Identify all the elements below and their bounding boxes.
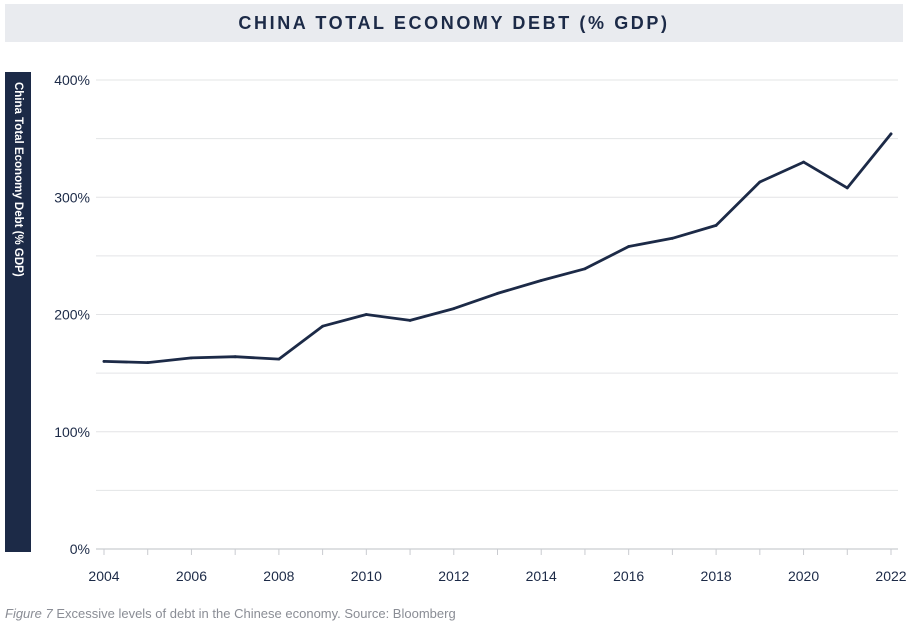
- y-tick-label: 100%: [54, 424, 90, 440]
- x-tick-label: 2004: [88, 568, 119, 584]
- data-point: [277, 357, 281, 361]
- data-point: [845, 186, 849, 190]
- x-tick-label: 2006: [176, 568, 207, 584]
- y-tick-label: 400%: [54, 72, 90, 88]
- data-point: [758, 180, 762, 184]
- x-tick-label: 2014: [526, 568, 557, 584]
- x-tick-label: 2012: [438, 568, 469, 584]
- data-point: [802, 160, 805, 164]
- x-tick-label: 2016: [613, 568, 644, 584]
- data-point: [583, 267, 587, 271]
- x-tick-label: 2018: [701, 568, 732, 584]
- x-tick-label: 2010: [351, 568, 382, 584]
- data-point: [408, 318, 412, 322]
- chart-title: CHINA TOTAL ECONOMY DEBT (% GDP): [238, 12, 670, 33]
- data-point: [539, 279, 543, 282]
- data-point: [364, 313, 368, 316]
- data-point: [627, 245, 631, 248]
- x-tick-label: 2008: [263, 568, 294, 584]
- data-point: [670, 236, 674, 240]
- y-tick-label: 200%: [54, 307, 90, 323]
- data-point: [321, 324, 325, 328]
- y-tick-label: 0%: [70, 541, 90, 557]
- data-point: [889, 132, 893, 136]
- figure-label: Figure 7: [5, 606, 53, 621]
- x-tick-label: 2022: [875, 568, 906, 584]
- data-point: [190, 356, 193, 360]
- figure-caption: Figure 7 Excessive levels of debt in the…: [5, 606, 456, 621]
- caption-text: Excessive levels of debt in the Chinese …: [52, 606, 456, 621]
- line-chart: 0% 100% 200% 300% 400% 2004 2006 2008 2010 2012 20…: [54, 72, 907, 584]
- series-line: [102, 132, 893, 365]
- chart-title-bar: CHINA TOTAL ECONOMY DEBT (% GDP): [5, 4, 903, 42]
- y-tick-label: 300%: [54, 189, 90, 205]
- y-axis-label-box: [5, 72, 31, 552]
- data-point: [452, 307, 456, 311]
- data-point: [146, 361, 150, 364]
- data-point: [496, 291, 499, 295]
- data-point: [102, 360, 106, 363]
- data-point: [233, 355, 237, 359]
- data-point: [714, 223, 718, 227]
- x-tick-label: 2020: [788, 568, 819, 584]
